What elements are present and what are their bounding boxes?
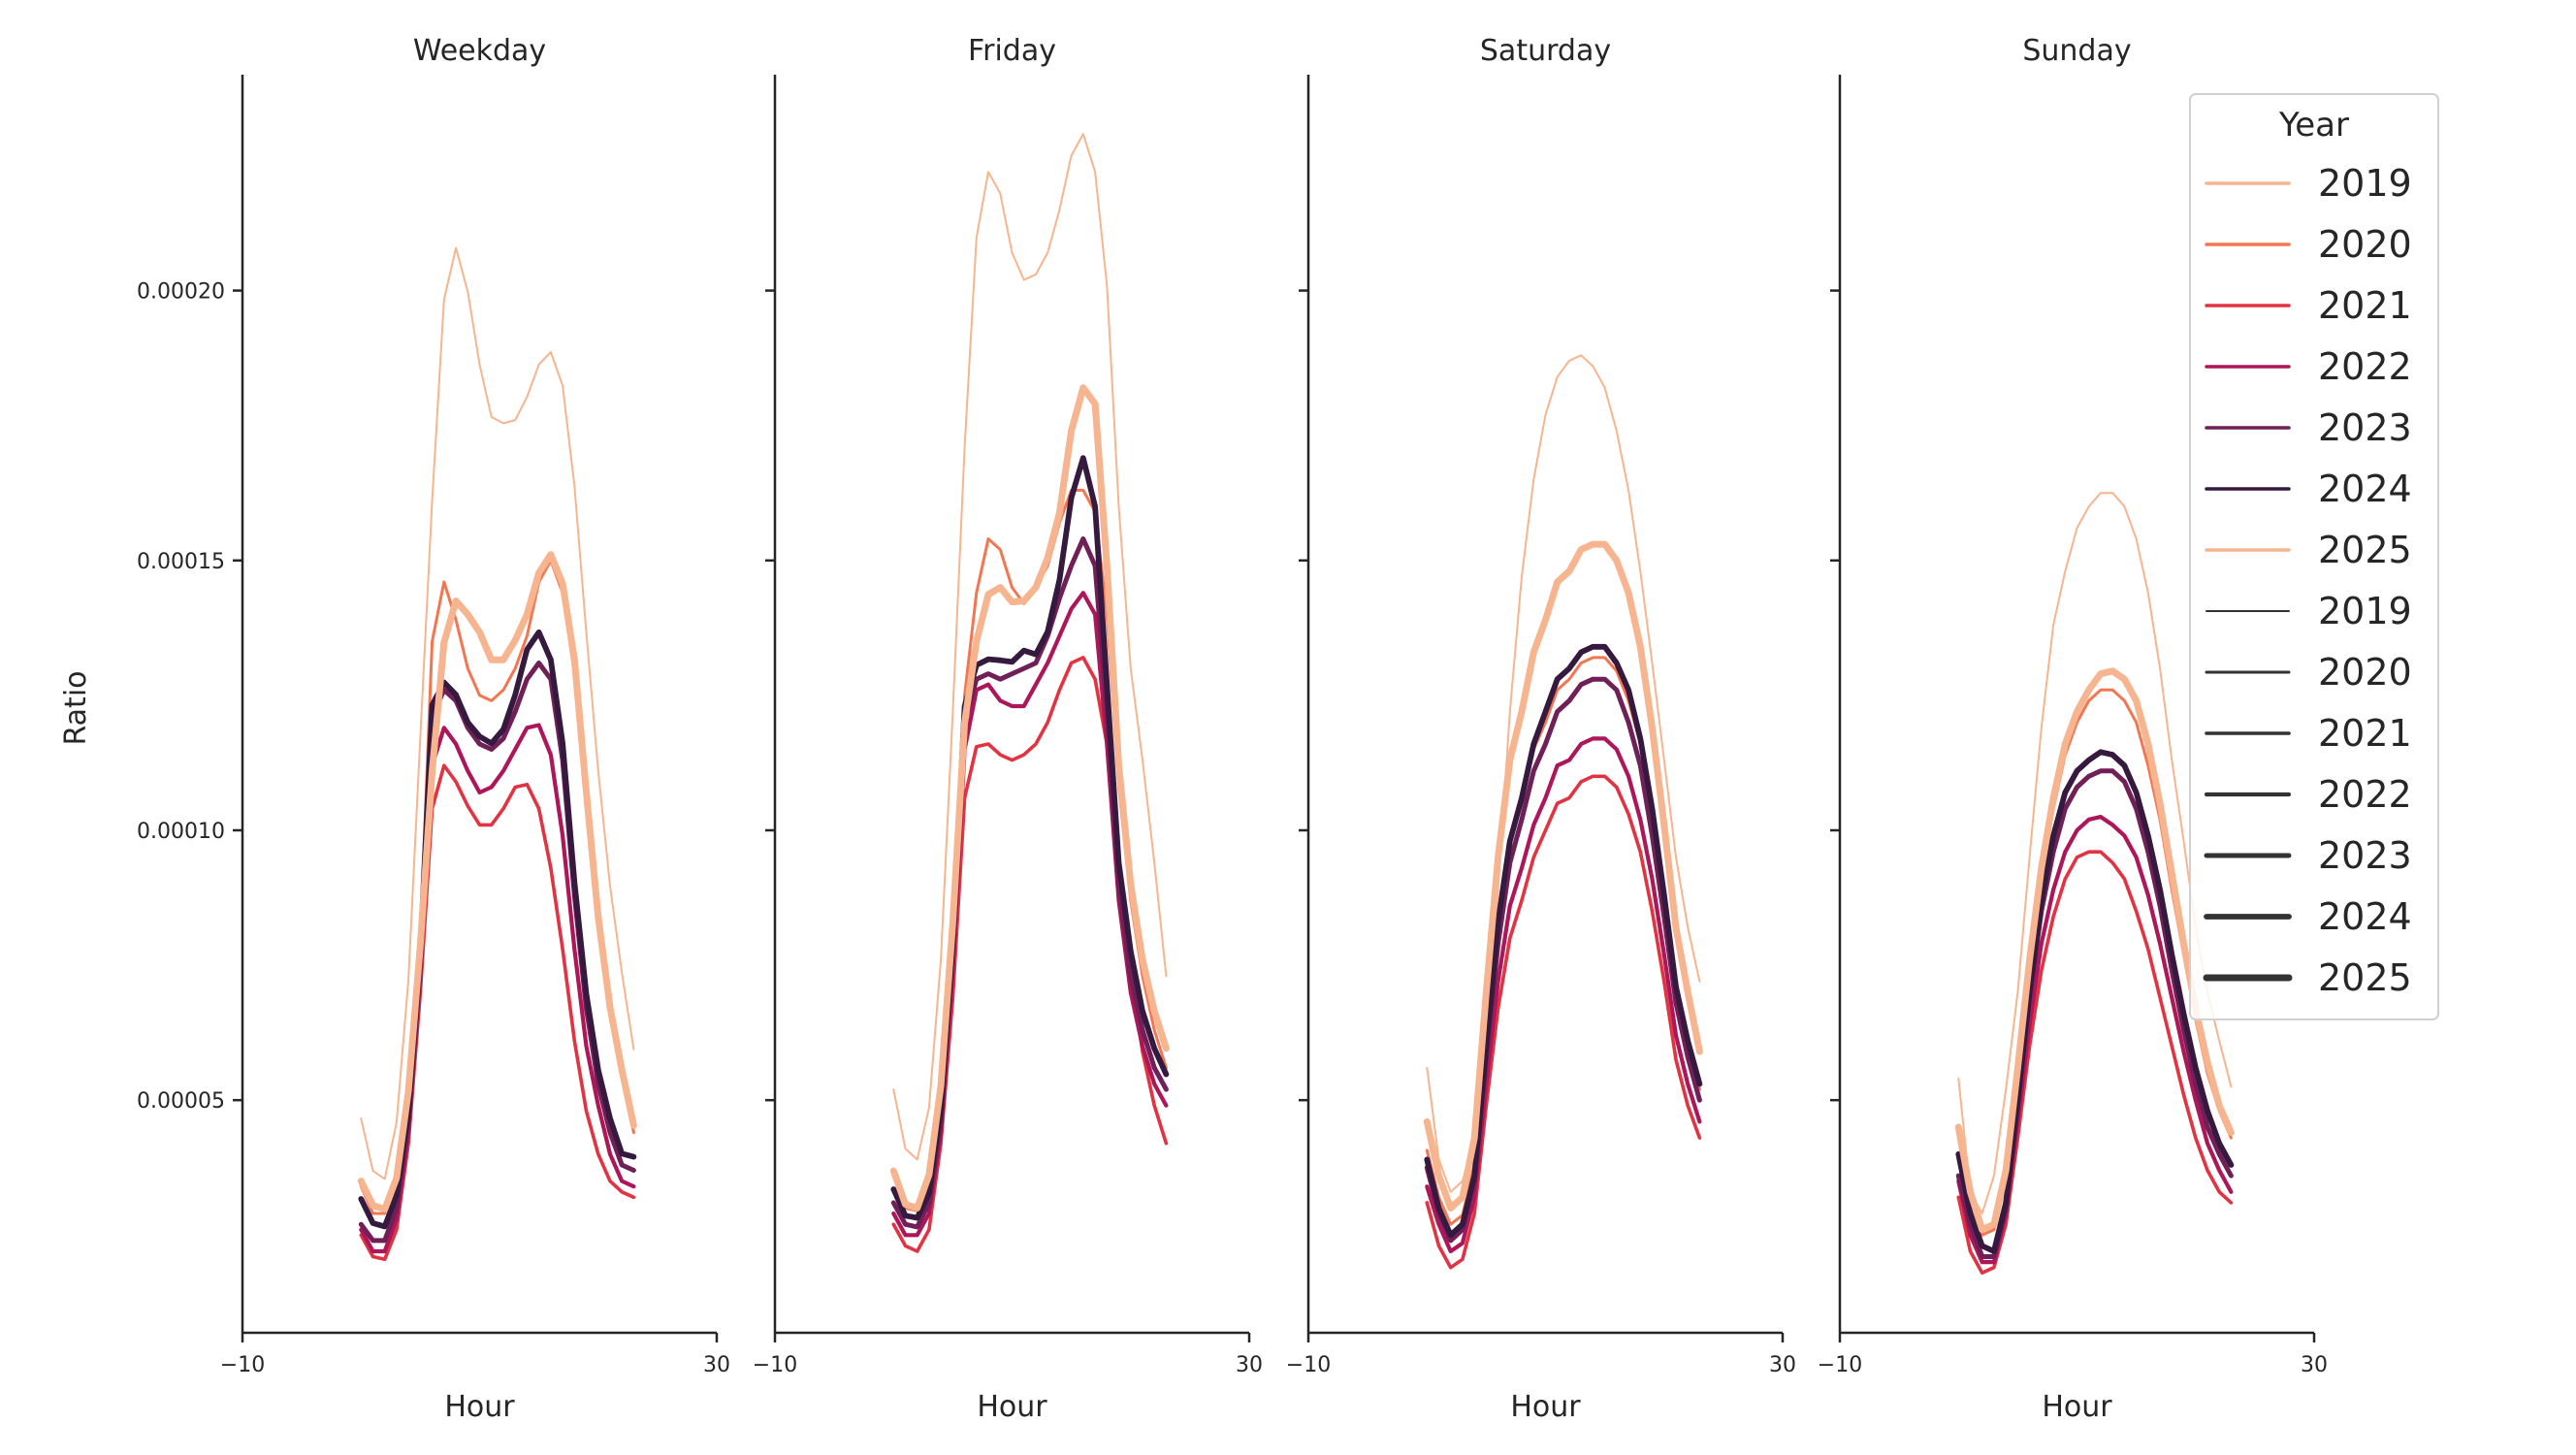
- x-tick-label: −10: [220, 1353, 265, 1377]
- x-tick-label: −10: [753, 1353, 797, 1377]
- panel-sunday: Sunday −10 30 Hour: [1818, 34, 2328, 1424]
- legend-label: 2020: [2318, 651, 2412, 694]
- x-tick-label: 30: [703, 1353, 730, 1377]
- series-line-2021: [1956, 850, 2234, 1275]
- legend-label: 2020: [2318, 223, 2412, 266]
- x-tick-label: −10: [1286, 1353, 1331, 1377]
- y-tick-label: 0.00015: [137, 550, 225, 574]
- x-tick-label: −10: [1818, 1353, 1862, 1377]
- legend-title: Year: [2278, 106, 2349, 145]
- series-line-2025: [889, 384, 1170, 1212]
- panel-saturday: Saturday −10 30 Hour: [1286, 34, 1796, 1424]
- series-line-2025: [1423, 540, 1703, 1212]
- panel-title: Saturday: [1480, 34, 1611, 68]
- panel-title: Sunday: [2022, 34, 2131, 68]
- panel-weekday: Weekday 0.00005 0.00010 0.00015 0.00020 −10 30…: [137, 34, 730, 1424]
- legend-label: 2022: [2318, 345, 2412, 388]
- series-line-2025: [1954, 667, 2235, 1234]
- series-line-2025: [357, 551, 637, 1213]
- legend-label: 2025: [2318, 529, 2412, 571]
- x-axis-label: Hour: [1510, 1390, 1581, 1424]
- series-line-2019: [892, 133, 1168, 1161]
- x-axis-label: Hour: [444, 1390, 515, 1424]
- series-line-2024: [1424, 643, 1703, 1239]
- series-line-2019: [1957, 492, 2233, 1214]
- legend-label: 2022: [2318, 773, 2412, 816]
- legend-label: 2025: [2318, 956, 2412, 999]
- x-axis-label: Hour: [2042, 1390, 2112, 1424]
- panel-friday: Friday −10 30 Hour: [753, 34, 1263, 1424]
- series-line-2022: [1425, 736, 1702, 1254]
- y-tick-label: 0.00020: [137, 280, 225, 305]
- legend-label: 2021: [2318, 284, 2412, 327]
- y-axis-label: Ratio: [59, 670, 93, 745]
- series-line-2019: [360, 246, 635, 1180]
- x-tick-label: 30: [1236, 1353, 1263, 1377]
- legend-label: 2023: [2318, 406, 2412, 449]
- y-tick-label: 0.00005: [137, 1089, 225, 1114]
- legend-label: 2024: [2318, 895, 2412, 938]
- legend-box: [2189, 93, 2439, 1020]
- y-tick-label: 0.00010: [137, 820, 225, 844]
- legend-label: 2024: [2318, 468, 2412, 510]
- legend-label: 2019: [2318, 590, 2412, 632]
- legend-label: 2023: [2318, 834, 2412, 877]
- x-tick-label: 30: [2301, 1353, 2328, 1377]
- panel-title: Weekday: [413, 34, 546, 68]
- x-tick-label: 30: [1769, 1353, 1796, 1377]
- series-line-2021: [1425, 774, 1702, 1270]
- legend: Year 2019 2020 2021 2022 2023 2024 2025 2019 2020…: [2189, 93, 2439, 1020]
- legend-label: 2019: [2318, 162, 2412, 205]
- legend-label: 2021: [2318, 712, 2412, 755]
- x-axis-label: Hour: [977, 1390, 1047, 1424]
- series-line-2024: [1955, 749, 2235, 1254]
- panel-title: Friday: [968, 34, 1056, 68]
